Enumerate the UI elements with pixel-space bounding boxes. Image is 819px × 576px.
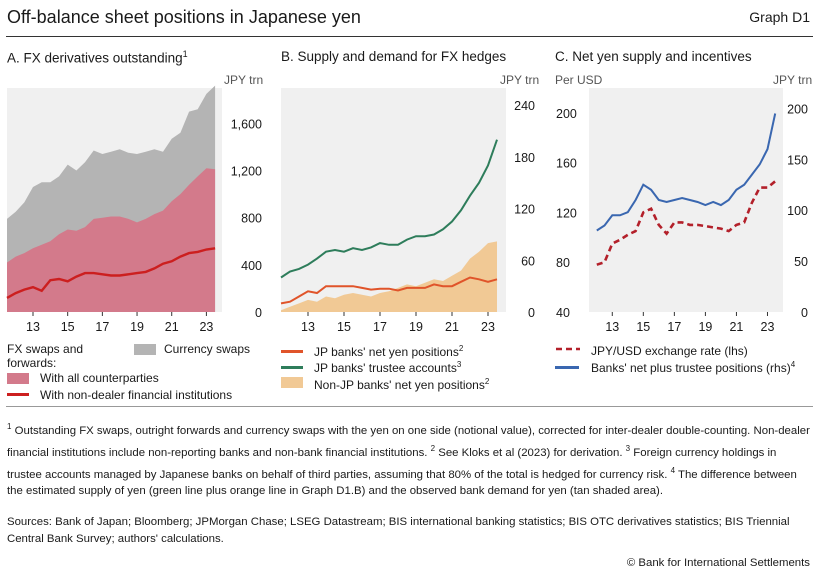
y-tick-label: 240 [514, 99, 535, 113]
legend-swatch-fx-rate [556, 347, 580, 351]
chart-a: 13 15 17 19 21 23 0 400 800 1,200 1,600 [6, 85, 262, 334]
y-left-tick-label: 200 [556, 107, 577, 121]
x-tick-label: 23 [761, 320, 775, 334]
x-tick-label: 17 [373, 320, 387, 334]
panel-a-title: A. FX derivatives outstanding1 [7, 49, 188, 66]
legend-label-currency-swaps: Currency swaps [164, 342, 251, 356]
sources: Sources: Bank of Japan; Bloomberg; JPMor… [7, 516, 790, 545]
legend-swatch-trustee [281, 366, 303, 369]
footnotes: 1 Outstanding FX swaps, outright forward… [7, 422, 814, 498]
y-tick-label: 400 [241, 259, 262, 273]
legend-swatch-non-jp [281, 377, 303, 388]
y-left-tick-label: 160 [556, 157, 577, 171]
graph-label: Graph D1 [749, 9, 810, 25]
panel-b-unit: JPY trn [500, 73, 540, 87]
series-line-trustee [280, 139, 498, 279]
series-area-non-jp [281, 241, 497, 312]
y-tick-label: 120 [514, 203, 535, 217]
y-tick-label: 800 [241, 212, 262, 226]
y-right-tick-label: 0 [801, 306, 808, 320]
top-rule [6, 36, 813, 37]
series-line-banks [596, 113, 777, 232]
y-tick-label: 60 [521, 254, 535, 268]
legend-label-trustee: JP banks' trustee accounts3 [314, 360, 462, 375]
panel-c-unit-left: Per USD [555, 73, 603, 87]
chart-b: 13 15 17 19 21 23 0 60 120 180 240 [280, 88, 535, 334]
y-left-tick-label: 120 [556, 206, 577, 220]
series-line-jp-net [280, 276, 498, 305]
x-tick-label: 13 [26, 320, 40, 334]
legend-label-jp-net: JP banks' net yen positions2 [314, 344, 464, 359]
chart-c: 13 15 17 19 21 23 40 80 120 160 200 0 50 100 150 200 [556, 88, 808, 334]
legend-swatch-all-counterparties [7, 373, 29, 384]
page-title: Off-balance sheet positions in Japanese … [7, 7, 361, 27]
x-tick-label: 15 [61, 320, 75, 334]
x-tick-label: 17 [95, 320, 109, 334]
x-tick-label: 21 [165, 320, 179, 334]
panel-a-unit: JPY trn [224, 73, 264, 87]
y-tick-label: 1,600 [231, 117, 262, 131]
x-tick-label: 13 [301, 320, 315, 334]
y-right-tick-label: 100 [787, 204, 808, 218]
y-right-tick-label: 200 [787, 102, 808, 116]
series-line-fx-rate [596, 180, 777, 266]
x-tick-label: 23 [199, 320, 213, 334]
x-tick-label: 23 [481, 320, 495, 334]
x-tick-label: 13 [605, 320, 619, 334]
series-area-all-counterparties [7, 168, 216, 312]
legend-swatch-banks [555, 366, 579, 369]
panel-c-title: C. Net yen supply and incentives [555, 49, 752, 64]
x-tick-label: 19 [130, 320, 144, 334]
legend-a-heading: FX swaps and forwards: [7, 342, 84, 370]
legend-label-non-dealer: With non-dealer financial institutions [40, 388, 233, 402]
x-tick-label: 15 [337, 320, 351, 334]
y-tick-label: 0 [528, 306, 535, 320]
panel-b-title: B. Supply and demand for FX hedges [281, 49, 507, 64]
legend-swatch-jp-net [281, 350, 303, 353]
y-tick-label: 180 [514, 151, 535, 165]
x-tick-label: 19 [698, 320, 712, 334]
x-tick-label: 21 [729, 320, 743, 334]
legend-label-banks: Banks' net plus trustee positions (rhs)4 [591, 360, 796, 375]
y-left-tick-label: 40 [556, 306, 570, 320]
series-line-non-dealer [6, 247, 216, 299]
y-tick-label: 0 [255, 306, 262, 320]
x-tick-label: 19 [409, 320, 423, 334]
copyright: © Bank for International Settlements [626, 557, 810, 569]
y-right-tick-label: 150 [787, 153, 808, 167]
legend-swatch-currency-swaps [134, 344, 156, 355]
legend-swatch-non-dealer [7, 393, 29, 396]
y-left-tick-label: 80 [556, 256, 570, 270]
x-tick-label: 17 [667, 320, 681, 334]
footnote-rule [6, 406, 813, 407]
legend-label-non-jp: Non-JP banks' net yen positions2 [314, 377, 490, 392]
legend-label-fx-rate: JPY/USD exchange rate (lhs) [591, 344, 748, 358]
y-right-tick-label: 50 [794, 255, 808, 269]
x-tick-label: 15 [636, 320, 650, 334]
y-tick-label: 1,200 [231, 165, 262, 179]
legend-label-all-counterparties: With all counterparties [40, 371, 159, 385]
panel-c-unit-right: JPY trn [773, 73, 813, 87]
x-tick-label: 21 [445, 320, 459, 334]
